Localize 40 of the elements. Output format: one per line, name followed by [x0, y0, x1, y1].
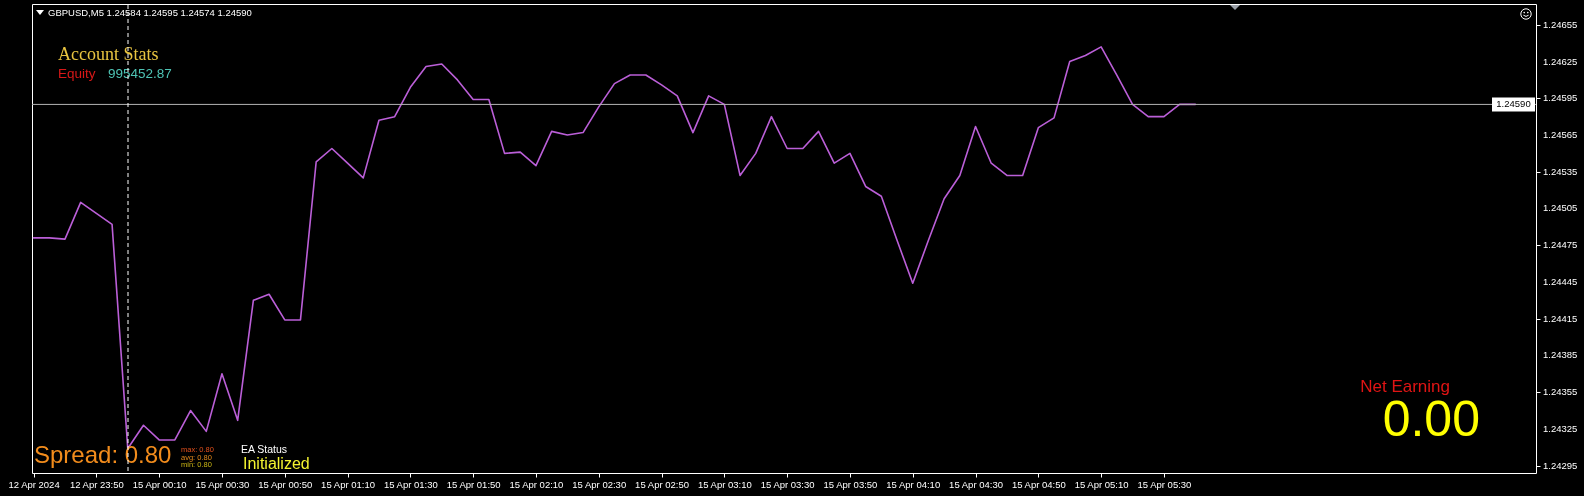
- x-tick-label: 12 Apr 2024: [8, 478, 60, 490]
- annotation: Equity: [58, 65, 96, 81]
- y-tick-label: 1.24595: [1543, 92, 1578, 104]
- annotation: Spread: 0.80: [34, 441, 172, 468]
- x-tick-label: 15 Apr 00:30: [195, 478, 250, 490]
- x-tick-label: 15 Apr 00:50: [258, 478, 313, 490]
- x-tick-label: 15 Apr 05:30: [1137, 478, 1192, 490]
- x-tick-label: 15 Apr 00:10: [132, 478, 187, 490]
- annotation: Account Stats: [58, 44, 159, 64]
- x-tick-label: 15 Apr 03:10: [697, 478, 752, 490]
- x-tick-label: 15 Apr 04:50: [1011, 478, 1066, 490]
- y-tick-label: 1.24385: [1543, 349, 1578, 361]
- x-tick-label: 15 Apr 04:30: [949, 478, 1003, 490]
- y-tick-label: 1.24325: [1543, 422, 1578, 434]
- y-tick-label: 1.24355: [1543, 386, 1578, 398]
- annotation: Initialized: [243, 455, 310, 472]
- x-tick-label: 15 Apr 03:30: [760, 478, 815, 490]
- x-tick-label: 15 Apr 01:30: [383, 478, 438, 490]
- y-tick-label: 1.24625: [1543, 55, 1578, 67]
- chart-title: GBPUSD,M5 1.24584 1.24595 1.24574 1.24590: [48, 6, 252, 18]
- annotation: 995452.87: [108, 65, 172, 81]
- x-tick-label: 15 Apr 02:30: [572, 478, 627, 490]
- x-tick-label: 15 Apr 04:10: [886, 478, 941, 490]
- y-tick-label: 1.24445: [1543, 275, 1578, 287]
- y-tick-label: 1.24415: [1543, 312, 1578, 324]
- x-tick-label: 15 Apr 02:50: [635, 478, 689, 490]
- x-tick-label: 15 Apr 01:50: [446, 478, 501, 490]
- y-tick-label: 1.24475: [1543, 239, 1578, 251]
- x-tick-label: 15 Apr 02:10: [509, 478, 564, 490]
- y-tick-label: 1.24535: [1543, 165, 1578, 177]
- annotation: EA Status: [241, 443, 288, 455]
- y-tick-label: 1.24655: [1543, 18, 1578, 30]
- x-tick-label: 15 Apr 03:50: [823, 478, 878, 490]
- x-tick-label: 12 Apr 23:50: [69, 478, 124, 490]
- ref-line-label: 1.24590: [1496, 98, 1531, 110]
- y-tick-label: 1.24565: [1543, 129, 1578, 141]
- y-tick-label: 1.24295: [1543, 459, 1578, 471]
- x-tick-label: 15 Apr 05:10: [1074, 478, 1129, 490]
- y-tick-label: 1.24505: [1543, 202, 1578, 214]
- x-tick-label: 15 Apr 01:10: [321, 478, 375, 490]
